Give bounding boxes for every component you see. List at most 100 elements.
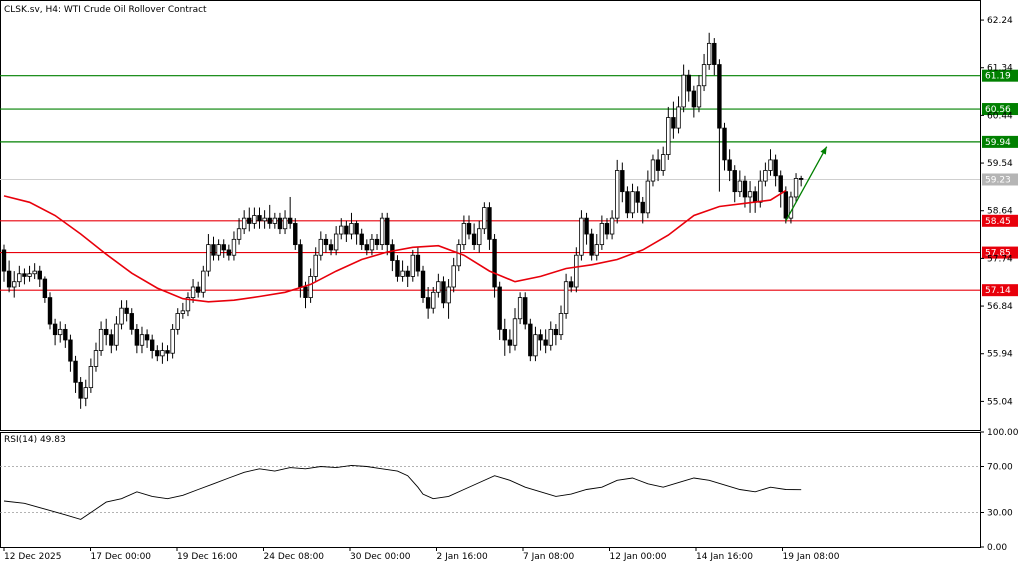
time-tick-label: 30 Dec 00:00 [350, 552, 411, 562]
rsi-tick-label: 0.00 [987, 543, 1007, 553]
candle-down [6, 270, 12, 288]
candle-down [752, 191, 758, 203]
candle-down [73, 360, 78, 383]
candle-up [119, 307, 124, 325]
candle-down [344, 225, 349, 235]
candle-down [492, 238, 497, 288]
candle-up [339, 225, 344, 235]
horizontal-levels: 61.19 60.56 59.94 58.45 57.85 57.14 [0, 69, 1018, 297]
candle-down [502, 328, 507, 341]
candle-down [134, 328, 140, 346]
candle-up [83, 387, 88, 399]
candle-up [609, 217, 615, 235]
candle-up [645, 180, 651, 214]
price-tick-label: 55.94 [987, 350, 1013, 360]
candle-down [655, 159, 661, 171]
candle-up [650, 159, 656, 182]
candle-down [671, 117, 676, 129]
price-tick-label: 55.04 [987, 397, 1013, 407]
candlestick-series [1, 32, 804, 409]
candle-down [471, 233, 477, 246]
candle-down [149, 339, 155, 351]
candle-down [717, 64, 722, 129]
chart-title: CLSK.sv, H4: WTI Crude Oil Rollover Cont… [4, 5, 207, 15]
candle-up [349, 223, 354, 235]
rsi-line [3, 464, 802, 520]
candle-up [272, 217, 278, 224]
candle-up [574, 254, 579, 288]
resistance-level-badge [982, 103, 1018, 116]
candle-up [252, 215, 257, 224]
price-tick-label: 61.34 [987, 64, 1013, 74]
candle-down [364, 244, 370, 251]
candle-down [104, 328, 109, 336]
candle-up [410, 254, 415, 277]
candle-up [706, 42, 712, 65]
candle-down [727, 159, 732, 171]
candle-down [195, 286, 201, 293]
rsi-panel: 100.00 70.00 30.00 0.00 [0, 428, 1019, 553]
candle-down [395, 260, 400, 277]
candle-down [267, 217, 272, 224]
candle-up [190, 286, 196, 298]
candle-down [686, 74, 691, 92]
candle-down [604, 223, 610, 235]
candle-down [390, 244, 395, 261]
candle-down [298, 244, 303, 288]
candle-down [63, 328, 68, 341]
candle-down [323, 238, 329, 246]
candle-down [742, 180, 748, 198]
candle-down [441, 281, 446, 304]
support-level-badge [982, 246, 1018, 259]
candle-up [676, 106, 681, 129]
candle-up [747, 191, 753, 198]
candle-up [206, 244, 211, 272]
candle-up [461, 223, 467, 246]
candle-up [262, 217, 267, 222]
candle-down [328, 244, 334, 251]
candle-up [558, 313, 564, 336]
candle-down [226, 249, 232, 256]
candle-up [512, 318, 518, 346]
resistance-level-label: 61.19 [985, 72, 1011, 82]
candle-down [293, 223, 298, 246]
candle-up [681, 74, 686, 108]
candle-up [333, 233, 339, 251]
candle-down [466, 223, 472, 235]
rsi-tick-label: 70.00 [987, 463, 1013, 473]
candle-up [431, 291, 436, 309]
candle-up [369, 238, 375, 251]
time-tick-label: 24 Dec 08:00 [264, 552, 325, 562]
candle-up [318, 238, 324, 256]
candle-down [42, 278, 48, 298]
candle-up [482, 207, 487, 230]
candle-down [124, 307, 129, 314]
support-level-badge [982, 214, 1018, 227]
candle-down [732, 170, 737, 193]
candle-up [185, 297, 191, 312]
candle-down [783, 191, 789, 219]
candle-down [415, 254, 421, 272]
rsi-tick-label: 100.00 [987, 428, 1019, 438]
candle-down [691, 90, 697, 108]
candle-down [22, 273, 27, 277]
candle-up [599, 223, 605, 246]
candle-up [27, 273, 32, 277]
trend-arrow [785, 146, 828, 222]
candle-up [594, 244, 599, 256]
candle-up [32, 270, 37, 275]
candle-up [696, 85, 702, 108]
candle-up [758, 180, 763, 203]
candle-down [497, 286, 502, 330]
candle-up [241, 217, 247, 230]
candle-down [221, 244, 226, 251]
candle-down [405, 270, 410, 277]
candle-up [17, 273, 22, 283]
resistance-level-badge [982, 69, 1018, 82]
candle-down [620, 170, 625, 193]
current-price-label: 59.23 [985, 175, 1011, 185]
candle-up [88, 366, 94, 389]
candle-up [400, 270, 405, 277]
candle-down [257, 215, 262, 222]
candle-down [155, 350, 160, 357]
